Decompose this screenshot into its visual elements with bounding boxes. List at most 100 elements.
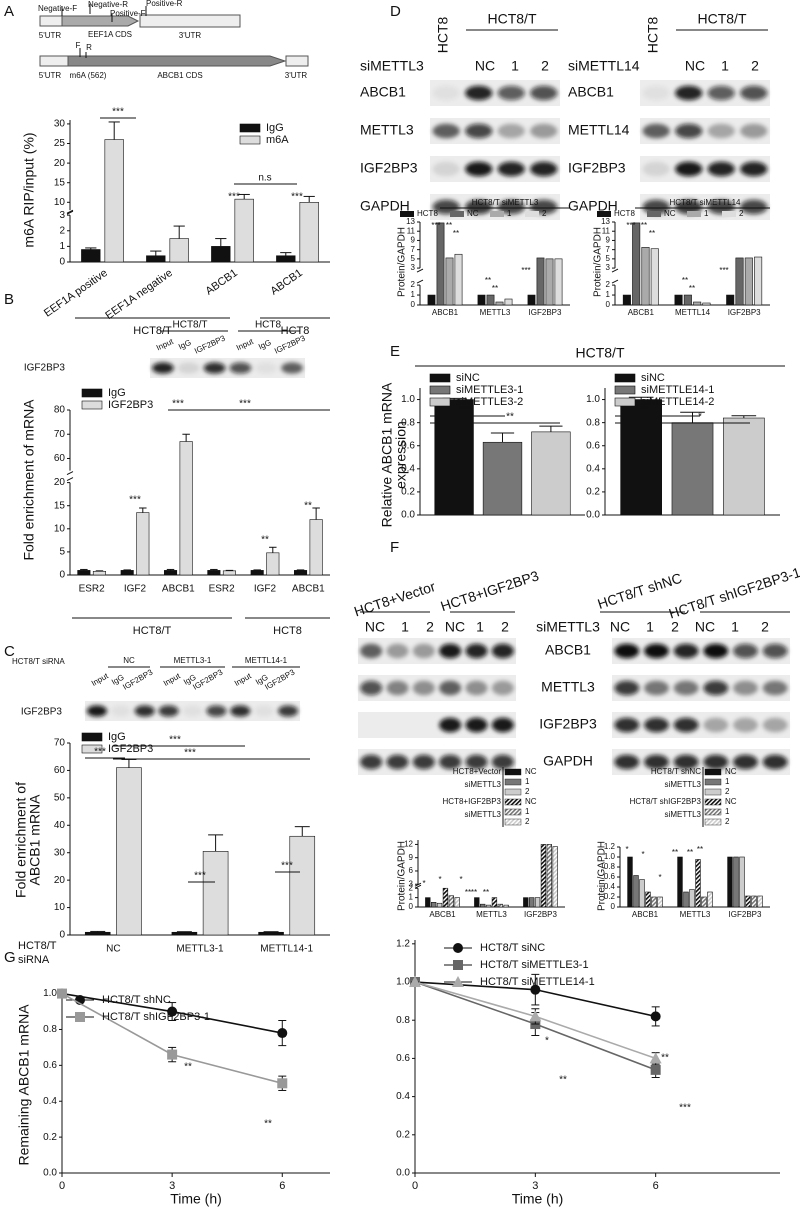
error-bar [303,195,315,203]
x-tick-label: METTL14 [675,308,711,317]
y-tick-label: 9 [411,236,416,245]
label: siMETTL3 [360,58,424,74]
label: 2 [671,619,679,635]
bar [146,255,166,263]
panel-label: D [390,3,401,20]
blot-band [703,717,729,733]
blot-background [612,749,790,775]
label: HCT8+Vector [352,578,438,619]
label: 1 [401,619,409,635]
legend-swatch [722,211,736,217]
y-tick-label: 1 [59,241,65,252]
bar [504,298,513,306]
x-tick-label: IGF2BP3 [529,308,562,317]
label: 1 [476,619,484,635]
blot-band [465,643,488,659]
point [167,1006,178,1017]
primer-label: Positive-R [146,0,183,8]
blot-band [412,680,435,696]
significance: ** [465,888,471,897]
error-bar [731,415,757,419]
blot-band [530,161,558,177]
label: HCT8 [645,17,661,54]
label: 3'UTR [179,31,202,40]
significance: ** [261,535,269,546]
legend-swatch [614,397,636,407]
blot-band [614,680,640,696]
significance: n.s [258,173,271,184]
blot-band [255,362,278,374]
legend-label: NC [664,209,676,218]
y-tick-label: 2 [409,883,414,892]
bar [480,903,486,908]
bar [677,856,683,908]
legend-swatch [400,211,414,217]
legend-group-label: siMETTL3 [665,780,702,789]
y-tick-label: 0.6 [604,872,616,881]
legend-marker [452,976,464,987]
label: GAPDH [568,198,618,214]
significance: *** [239,399,251,410]
y-axis-label: Fold enrichment of mRNA [21,399,37,561]
legend-swatch [504,768,522,776]
significance: *** [194,871,206,882]
label: HCT8/T [488,11,537,27]
blot-background [612,675,790,701]
bar [735,257,744,306]
legend-label: 2 [739,209,744,218]
bar [222,570,237,576]
y-tick-label: 11 [407,226,416,235]
label: 5'UTR [39,71,62,80]
bar [299,202,319,263]
y-tick-label: 1.0 [43,988,57,999]
bar [486,294,495,306]
group-label: HCT8 [281,325,310,337]
y-tick-label: 13 [601,217,610,226]
y-tick-label: 1.2 [604,842,616,851]
y-tick-label: 5 [59,547,65,558]
y-tick-label: 15 [54,177,66,188]
error-bar [210,568,218,571]
bar [632,222,641,306]
label: NC [685,58,705,74]
label: GAPDH [543,753,593,769]
bar [546,844,552,908]
legend-swatch [614,385,636,395]
legend-label: 1 [525,777,530,786]
label: EEF1A CDS [88,30,132,39]
label: HCT8 [435,17,451,54]
blot-band [439,754,462,770]
legend-swatch [687,211,701,217]
blot-band [707,161,735,177]
bar [745,895,751,908]
label: HCT8/T [698,11,747,27]
y-tick-label: 1.2 [396,938,410,949]
bar [258,931,284,936]
blot-band [229,362,252,374]
legend-label: IGF2BP3 [108,743,153,755]
y-tick-label: 10 [54,197,66,208]
bar [722,417,765,516]
blot-band [465,199,493,215]
y-tick-label: 20 [54,158,66,169]
error-bar [312,507,320,520]
y-axis-label: m6A RIP/input (%) [21,132,37,247]
x-tick-label: ABCB1 [268,267,304,298]
y-tick-label: 1 [409,893,414,902]
significance: ** [689,284,695,293]
significance: * [698,412,702,423]
label: NC [365,619,385,635]
label: METTL14-1 [245,656,288,665]
bar [276,255,296,263]
y-tick-label: 0.4 [396,1091,410,1102]
blot-band [530,85,558,101]
y-tick-label: 3 [59,210,65,221]
bar [431,902,437,908]
bar [202,851,229,936]
y-axis-label: Protein/GAPDH [397,841,408,911]
blot-band [762,717,788,733]
group-label: HCT8/T [133,625,172,637]
panel-label: F [390,539,399,556]
label: NC [695,619,715,635]
y-tick-label: 3 [606,263,611,272]
